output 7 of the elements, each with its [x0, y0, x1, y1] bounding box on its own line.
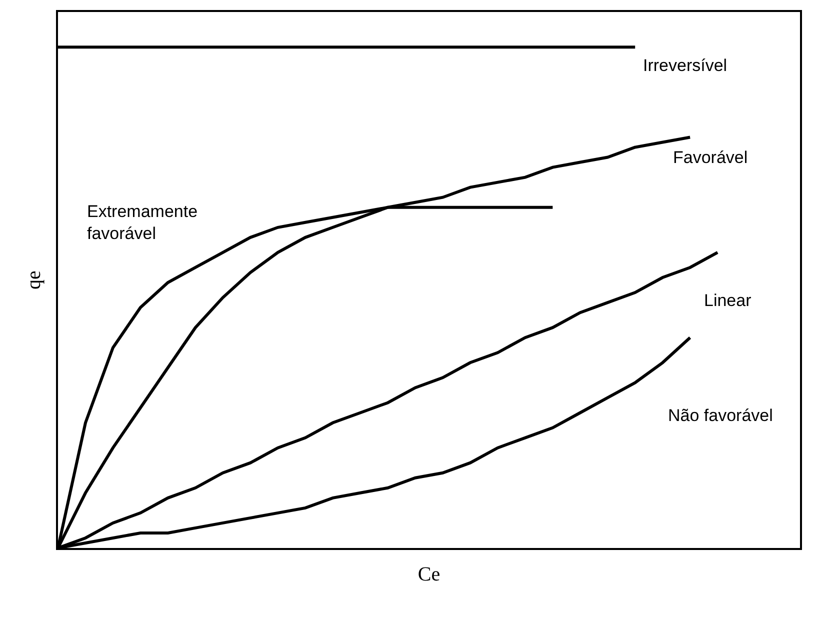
y-axis-title: qe [23, 270, 45, 290]
series-label: Linear [704, 291, 752, 310]
series-label: Favorável [673, 148, 748, 167]
text: Não favorável [668, 406, 773, 425]
series-label: Irreversível [643, 56, 728, 75]
x-axis-title: Ce [418, 563, 440, 586]
series-label: Extremamente favorável [87, 202, 198, 244]
